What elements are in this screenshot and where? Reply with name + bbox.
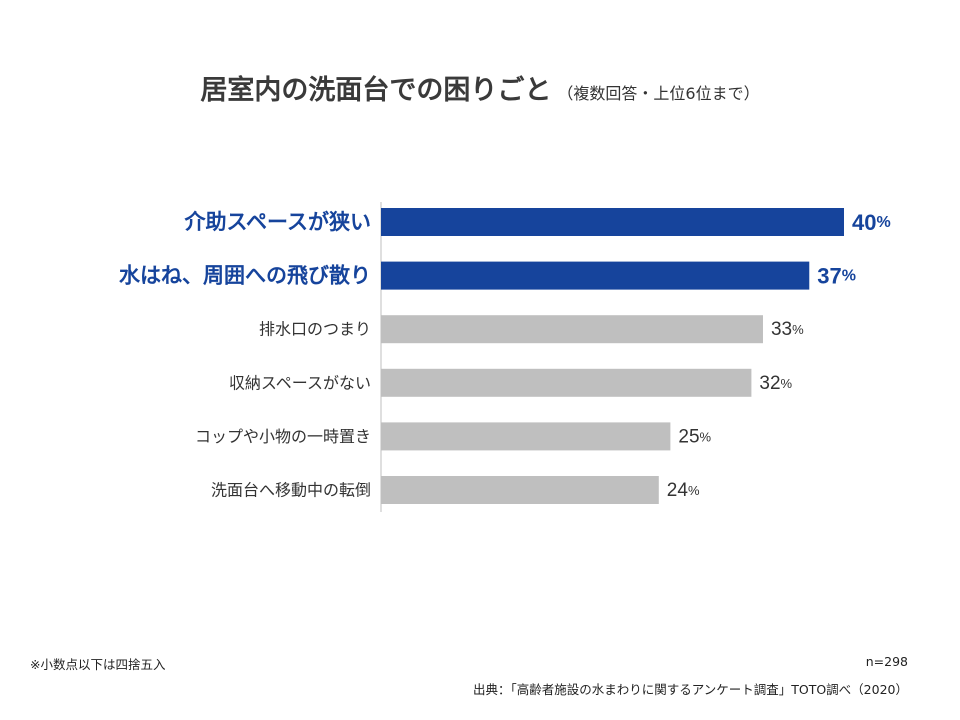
- category-label-3: 排水口のつまり: [259, 320, 371, 339]
- category-label-2: 水はね、周囲への飛び散り: [119, 264, 371, 288]
- value-label-3: 33%: [771, 319, 804, 340]
- bar-2: [381, 261, 810, 290]
- bar-5: [381, 422, 671, 451]
- sample-size: n=298: [865, 654, 908, 669]
- rounding-note: ※小数点以下は四捨五入: [30, 657, 166, 672]
- value-label-1: 40%: [852, 210, 891, 235]
- value-label-6: 24%: [667, 480, 700, 501]
- value-label-4: 32%: [759, 372, 792, 393]
- source-citation: 出典：「高齢者施設の水まわりに関するアンケート調査」TOTO調べ（2020）: [472, 682, 908, 697]
- bar-4: [381, 368, 752, 397]
- chart-title: 居室内の洗面台での困りごと: [200, 75, 552, 106]
- bar-6: [381, 476, 659, 504]
- category-label-1: 介助スペースが狭い: [184, 210, 371, 234]
- bar-3: [381, 315, 763, 344]
- category-label-6: 洗面台へ移動中の転倒: [211, 481, 371, 500]
- value-label-2: 37%: [817, 263, 856, 288]
- chart-subtitle: （複数回答・上位6位まで）: [557, 84, 760, 103]
- value-label-5: 25%: [678, 426, 711, 447]
- category-label-5: コップや小物の一時置き: [195, 427, 371, 446]
- chart-title-row: 居室内の洗面台での困りごと （複数回答・上位6位まで）: [0, 68, 960, 107]
- category-label-4: 収納スペースがない: [229, 373, 371, 392]
- bar-1: [381, 208, 844, 236]
